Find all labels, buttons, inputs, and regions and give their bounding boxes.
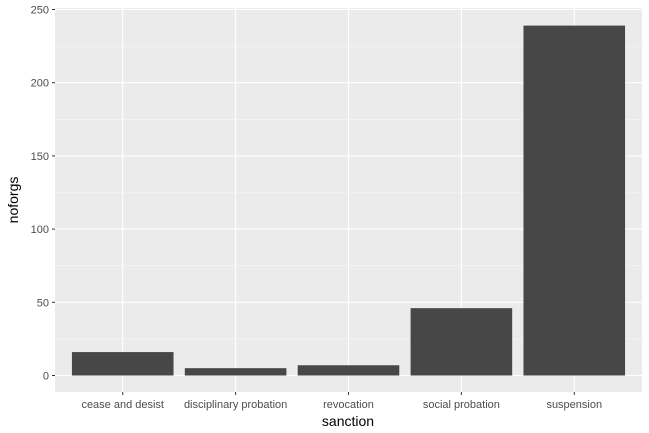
x-tick-label: cease and desist xyxy=(81,399,164,411)
y-tick-label: 0 xyxy=(43,371,49,383)
bar-cease-and-desist xyxy=(71,352,174,376)
y-tick-label: 200 xyxy=(31,78,49,90)
y-tick-label: 250 xyxy=(31,5,49,17)
y-axis-ticks: 0 50 100 150 200 250 xyxy=(31,5,55,383)
y-tick-label: 50 xyxy=(37,297,49,309)
x-tick-label: suspension xyxy=(546,399,602,411)
x-axis-title: sanction xyxy=(322,413,374,429)
y-tick-label: 100 xyxy=(31,224,49,236)
x-tick-label: revocation xyxy=(323,399,374,411)
y-tick-label: 150 xyxy=(31,151,49,163)
y-axis-title: noforgs xyxy=(5,177,21,224)
bar-revocation xyxy=(297,365,400,376)
x-tick-label: social probation xyxy=(423,399,500,411)
bar-disciplinary-probation xyxy=(184,368,287,376)
x-axis-ticks: cease and desist disciplinary probation re… xyxy=(81,392,602,411)
bar-social-probation xyxy=(410,308,513,376)
bars xyxy=(71,25,626,376)
x-tick-label: disciplinary probation xyxy=(184,399,287,411)
bar-suspension xyxy=(523,25,626,376)
